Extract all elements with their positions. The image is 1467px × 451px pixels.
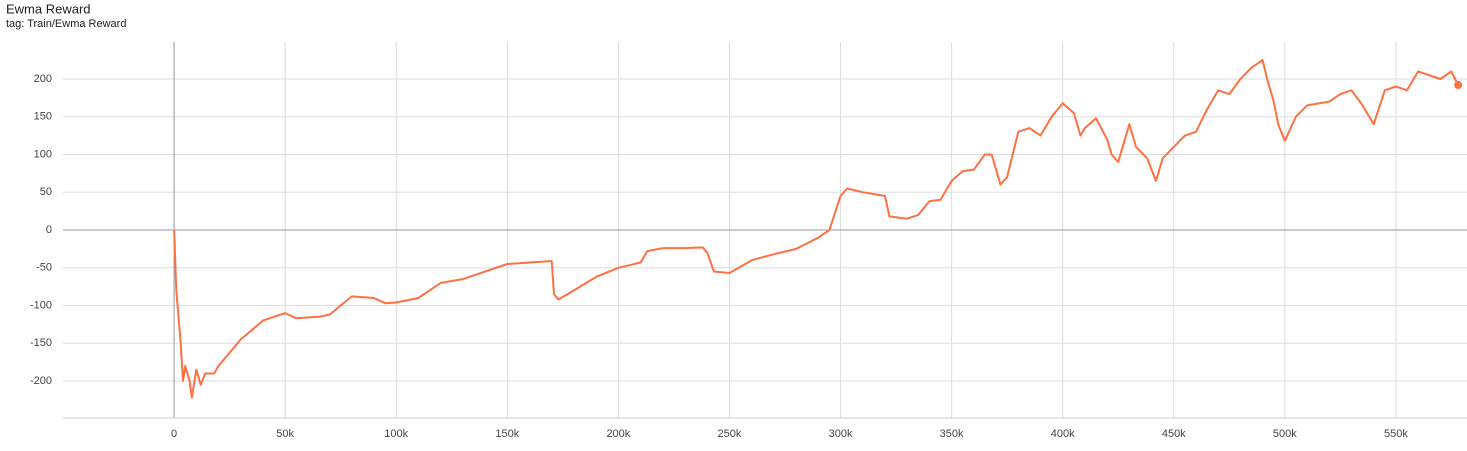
x-tick-label: 0 bbox=[171, 428, 177, 440]
x-tick-label: 50k bbox=[276, 428, 294, 440]
x-tick-label: 350k bbox=[940, 428, 964, 440]
y-tick-label: -50 bbox=[36, 262, 52, 274]
x-tick-label: 450k bbox=[1162, 428, 1186, 440]
x-tick-label: 150k bbox=[495, 428, 519, 440]
x-tick-label: 200k bbox=[606, 428, 630, 440]
chart-subtitle: tag: Train/Ewma Reward bbox=[6, 18, 126, 30]
y-tick-label: 100 bbox=[34, 148, 52, 160]
x-tick-label: 250k bbox=[718, 428, 742, 440]
x-tick-label: 500k bbox=[1273, 428, 1297, 440]
x-tick-label: 300k bbox=[829, 428, 853, 440]
series-line bbox=[173, 59, 1459, 399]
end-point bbox=[1454, 81, 1463, 90]
x-tick-label: 550k bbox=[1384, 428, 1408, 440]
x-tick-label: 400k bbox=[1051, 428, 1075, 440]
y-tick-label: -100 bbox=[30, 299, 52, 311]
y-tick-label: -150 bbox=[30, 337, 52, 349]
chart-title: Ewma Reward bbox=[6, 1, 91, 16]
x-tick-label: 100k bbox=[384, 428, 408, 440]
y-tick-label: 150 bbox=[34, 111, 52, 123]
y-tick-label: 0 bbox=[46, 224, 52, 236]
y-tick-label: 200 bbox=[34, 73, 52, 85]
y-tick-label: -200 bbox=[30, 375, 52, 387]
y-tick-label: 50 bbox=[40, 186, 52, 198]
